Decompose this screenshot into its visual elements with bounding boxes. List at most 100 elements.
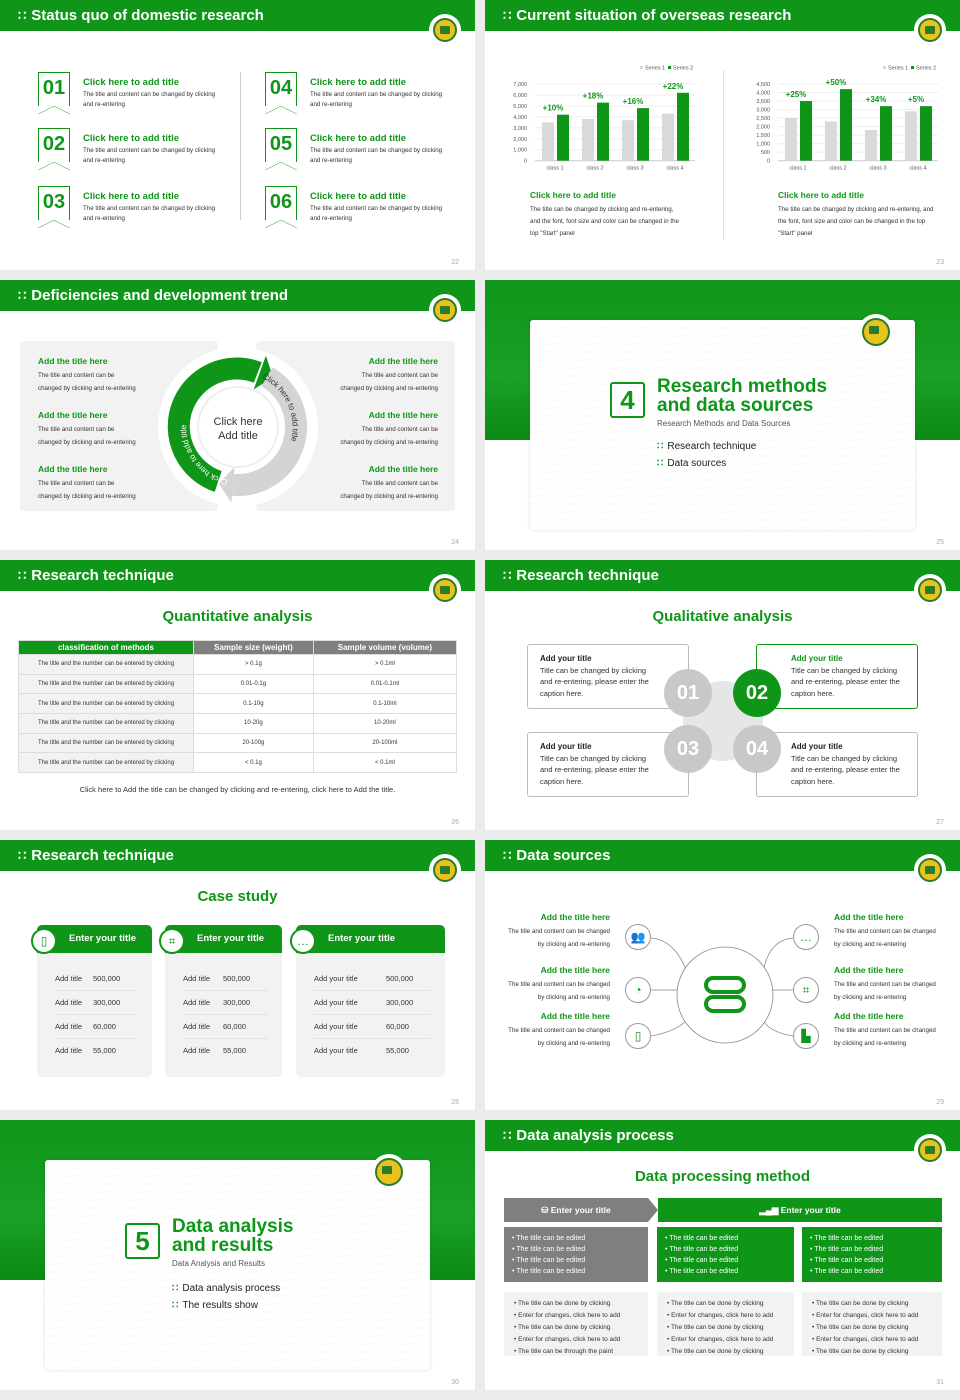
center-text-line1[interactable]: Click here: [214, 416, 263, 428]
row-value[interactable]: 300,000: [93, 998, 121, 1007]
slide-24[interactable]: ∷ Deficiencies and development trend Add …: [0, 280, 475, 550]
bullet-item[interactable]: • The title can be edited: [665, 1257, 739, 1264]
item-title[interactable]: Click here to add title: [310, 77, 407, 88]
step-circle[interactable]: 02: [733, 669, 781, 717]
bullet-item[interactable]: • The title can be edited: [512, 1268, 586, 1275]
table-caption[interactable]: Click here to Add the title can be chang…: [79, 785, 396, 794]
table-cell[interactable]: The title and the number can be entered …: [18, 673, 194, 695]
row-value[interactable]: 500,000: [93, 974, 121, 983]
slide-27[interactable]: ∷ Research technique Qualitative analysis…: [485, 560, 960, 830]
item-title[interactable]: Add the title here: [834, 965, 904, 975]
bullet-item[interactable]: • The title can be done by clicking: [812, 1300, 909, 1307]
section-title-line2[interactable]: and results: [172, 1235, 274, 1256]
caption-title[interactable]: Click here to add title: [778, 190, 864, 200]
bullet-item[interactable]: • The title can be done by clicking: [667, 1324, 764, 1331]
slide-30-section[interactable]: 5 Data analysis and results Data Analysi…: [0, 1120, 475, 1390]
bullet-item[interactable]: • The title can be edited: [665, 1246, 739, 1253]
item-title[interactable]: Click here to add title: [83, 133, 180, 144]
bullet-item[interactable]: • Enter for changes, click here to add: [514, 1312, 621, 1319]
table-cell[interactable]: 0.1-10g: [193, 693, 314, 715]
bullet-item[interactable]: • The title can be edited: [665, 1268, 739, 1275]
item-title[interactable]: Add the title here: [368, 464, 438, 474]
header-left[interactable]: ⛁ Enter your title: [504, 1198, 648, 1222]
header-right[interactable]: ▂▄▆ Enter your title: [658, 1198, 942, 1222]
item-title[interactable]: Add the title here: [540, 912, 610, 922]
row-label[interactable]: Add title: [55, 1022, 83, 1031]
slide-29[interactable]: ∷ Data sources 👥 Add the title here The tit…: [485, 840, 960, 1110]
row-value[interactable]: 500,000: [223, 974, 251, 983]
row-value[interactable]: 60,000: [386, 1022, 409, 1031]
item-title[interactable]: Add the title here: [834, 912, 904, 922]
row-label[interactable]: Add your title: [314, 1022, 358, 1031]
section-bullet[interactable]: ∷ Research technique: [657, 441, 757, 452]
item-title[interactable]: Add the title here: [834, 1011, 904, 1021]
row-label[interactable]: Add title: [55, 1046, 83, 1055]
bullet-item[interactable]: • Enter for changes, click here to add: [667, 1336, 774, 1343]
bullet-item[interactable]: • The title can be edited: [512, 1257, 586, 1264]
row-label[interactable]: Add title: [183, 1022, 211, 1031]
table-cell[interactable]: 10-20g: [193, 713, 314, 734]
table-cell[interactable]: > 0.1g: [193, 654, 314, 675]
item-title[interactable]: Click here to add title: [83, 77, 180, 88]
item-title[interactable]: Click here to add title: [310, 133, 407, 144]
card-header[interactable]: Enter your title: [296, 925, 445, 953]
row-label[interactable]: Add title: [183, 974, 211, 983]
bullet-item[interactable]: • The title can be edited: [512, 1235, 586, 1242]
slide-28[interactable]: ∷ Research technique Case study Enter you…: [0, 840, 475, 1110]
row-value[interactable]: 55,000: [223, 1046, 246, 1055]
item-title[interactable]: Click here to add title: [310, 191, 407, 202]
section-bullet[interactable]: ∷ Data analysis process: [172, 1283, 281, 1294]
row-value[interactable]: 55,000: [386, 1046, 409, 1055]
bullet-item[interactable]: • The title can be done by clicking: [667, 1300, 764, 1307]
center-text-line2[interactable]: Add title: [218, 430, 258, 442]
row-value[interactable]: 60,000: [223, 1022, 246, 1031]
item-title[interactable]: Add the title here: [38, 410, 108, 420]
bullet-item[interactable]: • Enter for changes, click here to add: [812, 1336, 919, 1343]
section-title-line2[interactable]: and data sources: [657, 395, 814, 416]
row-label[interactable]: Add your title: [314, 998, 358, 1007]
bullet-item[interactable]: • The title can be done by clicking: [667, 1348, 764, 1355]
bullet-item[interactable]: • The title can be done by clicking: [812, 1348, 909, 1355]
row-label[interactable]: Add your title: [314, 974, 358, 983]
row-label[interactable]: Add title: [55, 998, 83, 1007]
item-title[interactable]: Click here to add title: [83, 191, 180, 202]
bullet-item[interactable]: • The title can be edited: [810, 1246, 884, 1253]
step-circle[interactable]: 01: [664, 669, 712, 717]
row-value[interactable]: 60,000: [93, 1022, 116, 1031]
row-label[interactable]: Add title: [183, 1046, 211, 1055]
row-label[interactable]: Add title: [183, 998, 211, 1007]
bullet-item[interactable]: • The title can be edited: [810, 1235, 884, 1242]
row-label[interactable]: Add your title: [314, 1046, 358, 1055]
slide-23[interactable]: ∷ Current situation of overseas research …: [485, 0, 960, 270]
item-title[interactable]: Add the title here: [368, 410, 438, 420]
bullet-item[interactable]: • The title can be edited: [810, 1268, 884, 1275]
step-circle[interactable]: 04: [733, 725, 781, 773]
section-title-line1[interactable]: Data analysis: [172, 1216, 294, 1237]
table-cell[interactable]: The title and the number can be entered …: [18, 693, 194, 715]
row-value[interactable]: 55,000: [93, 1046, 116, 1055]
slide-26[interactable]: ∷ Research technique Quantitative analysi…: [0, 560, 475, 830]
table-cell[interactable]: > 0.1ml: [312, 654, 458, 675]
bullet-item[interactable]: • The title can be edited: [512, 1246, 586, 1253]
table-cell[interactable]: 0.1-10ml: [312, 693, 458, 715]
table-cell[interactable]: 20-100ml: [312, 732, 458, 754]
slide-31[interactable]: ∷ Data analysis process Data processing m…: [485, 1120, 960, 1390]
bullet-item[interactable]: • The title can be edited: [810, 1257, 884, 1264]
item-title[interactable]: Add the title here: [38, 464, 108, 474]
table-cell[interactable]: The title and the number can be entered …: [18, 654, 194, 675]
row-value[interactable]: 500,000: [386, 974, 414, 983]
section-title-line1[interactable]: Research methods: [657, 376, 828, 397]
slide-25-section[interactable]: 4 Research methods and data sources Rese…: [485, 280, 960, 550]
bullet-item[interactable]: • The title can be done by clicking: [514, 1300, 611, 1307]
step-circle[interactable]: 03: [664, 725, 712, 773]
item-title[interactable]: Add the title here: [540, 965, 610, 975]
table-cell[interactable]: 10-20ml: [312, 713, 458, 734]
bullet-item[interactable]: • The title can be done by clicking: [514, 1324, 611, 1331]
text-box[interactable]: Add your title Title can be changed by cl…: [756, 644, 918, 709]
bullet-item[interactable]: • Enter for changes, click here to add: [667, 1312, 774, 1319]
table-cell[interactable]: 0.01-0.1ml: [312, 673, 458, 695]
table-cell[interactable]: The title and the number can be entered …: [18, 732, 194, 754]
item-title[interactable]: Add the title here: [368, 356, 438, 366]
row-value[interactable]: 300,000: [386, 998, 414, 1007]
bullet-item[interactable]: • The title can be done by clicking: [812, 1324, 909, 1331]
